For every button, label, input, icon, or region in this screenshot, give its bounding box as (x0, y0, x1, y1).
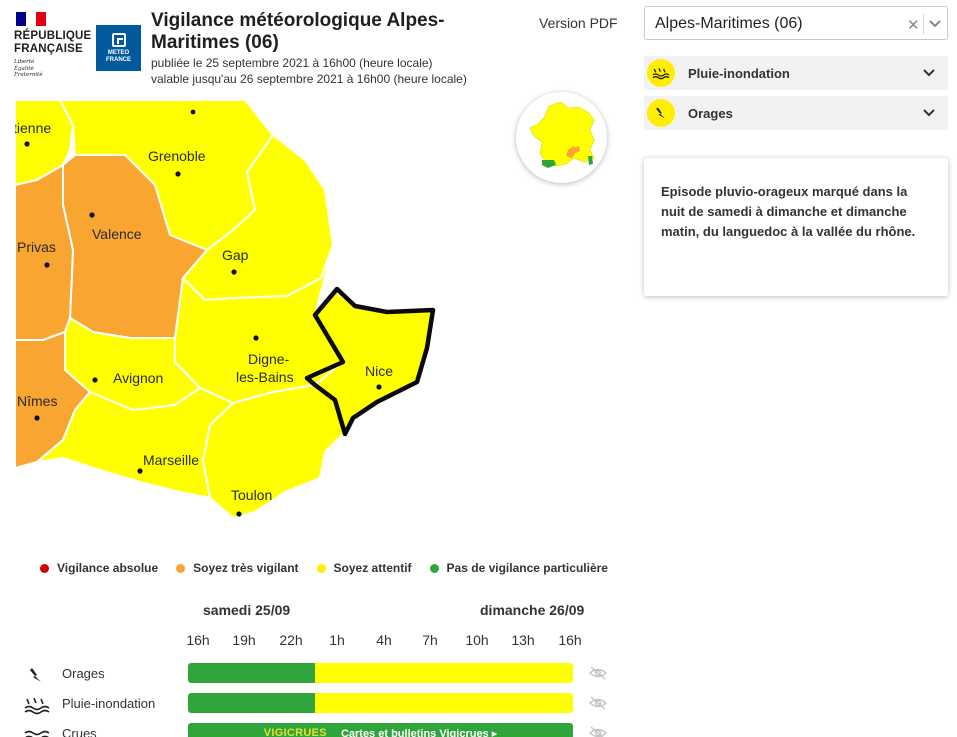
department-select-value: Alpes-Maritimes (06) (655, 15, 803, 32)
timeline-row-orages: Orages (22, 663, 622, 687)
city-label-nice: Nice (365, 363, 393, 379)
city-label-grenoble: Grenoble (148, 148, 206, 164)
department-bouches-du-rhone[interactable] (36, 387, 234, 499)
legend-item-absolue: Vigilance absolue (40, 561, 158, 575)
republique-francaise-logo: RÉPUBLIQUE FRANÇAISE Liberté Égalité Fra… (14, 12, 94, 79)
orange-dot-icon (176, 563, 186, 573)
republic-name: RÉPUBLIQUE FRANÇAISE (14, 30, 92, 55)
hour-tick: 19h (232, 632, 256, 648)
meteo-france-icon (111, 33, 126, 47)
hidden-eye-icon[interactable] (588, 725, 608, 737)
chevron-down-icon (923, 69, 935, 77)
hour-tick: 22h (279, 632, 303, 648)
vigilance-map: tienne Grenoble Valence Privas Gap Digne… (15, 100, 460, 525)
published-date: publiée le 25 septembre 2021 à 16h00 (he… (151, 56, 433, 70)
hour-scale: 16h 19h 22h 1h 4h 7h 10h 13h 16h (0, 632, 620, 652)
vigilance-legend: Vigilance absolue Soyez très vigilant So… (40, 561, 626, 575)
city-dot-valence (89, 212, 95, 218)
bar-segment-yellow (315, 663, 573, 683)
city-label-nimes: Nîmes (17, 393, 57, 409)
risk-label-pluie-inondation: Pluie-inondation (688, 66, 790, 81)
city-dot-nimes (34, 415, 40, 421)
day-label-samedi: samedi 25/09 (203, 602, 291, 618)
weather-info-text: Episode pluvio-orageux marqué dans la nu… (661, 184, 916, 239)
city-dot-nice (376, 384, 382, 390)
city-dot-marseille (137, 468, 143, 474)
timeline-label-crues: Crues (62, 726, 97, 737)
city-dot-saint-etienne (24, 141, 30, 147)
risk-label-orages: Orages (688, 106, 733, 121)
bar-segment-green (188, 693, 316, 713)
department-map-svg: tienne Grenoble Valence Privas Gap Digne… (15, 100, 436, 519)
city-dot-digne (253, 335, 259, 341)
selected-department-outline (304, 286, 436, 437)
lightning-icon (656, 107, 665, 119)
select-separator (923, 14, 924, 34)
city-dot-privas (44, 262, 50, 268)
city-label-toulon: Toulon (231, 487, 272, 503)
city-label-marseille: Marseille (143, 452, 199, 468)
timeline-label-pluie-inondation: Pluie-inondation (62, 696, 156, 711)
city-dot-avignon (92, 377, 98, 383)
bar-segment-yellow (315, 693, 573, 713)
city-label-digne-1: Digne- (248, 351, 290, 367)
green-dot-icon (429, 563, 439, 573)
timeline-label-orages: Orages (62, 666, 105, 681)
risk-row-orages[interactable]: Orages (644, 96, 948, 130)
chevron-down-icon[interactable] (927, 16, 943, 32)
timeline-row-pluie-inondation: Pluie-inondation (22, 693, 622, 717)
vigicrues-link-bar[interactable]: VIGICRUES Cartes et bulletins Vigicrues … (188, 723, 573, 737)
city-dot-toulon (236, 511, 242, 517)
clear-icon[interactable]: ✕ (907, 17, 920, 34)
waves-icon (24, 730, 50, 737)
city-dot-gap (231, 269, 237, 275)
hour-tick: 7h (422, 632, 438, 648)
hour-tick: 13h (511, 632, 535, 648)
hidden-eye-icon[interactable] (588, 665, 608, 681)
lightning-icon (30, 668, 41, 682)
hour-tick: 16h (186, 632, 210, 648)
valid-until-date: valable jusqu'au 26 septembre 2021 à 16h… (151, 72, 467, 86)
department-select[interactable]: Alpes-Maritimes (06) ✕ (644, 6, 948, 40)
hour-tick: 16h (558, 632, 582, 648)
timeline-row-crues: Crues VIGICRUES Cartes et bulletins Vigi… (22, 723, 622, 737)
timeline-bar-orages[interactable] (188, 663, 573, 683)
city-dot-grenoble (175, 171, 181, 177)
hour-tick: 4h (376, 632, 392, 648)
hidden-eye-icon[interactable] (588, 695, 608, 711)
yellow-dot-icon (316, 563, 326, 573)
vigicrues-link-text: Cartes et bulletins Vigicrues ▸ (340, 727, 498, 737)
france-overview-map[interactable] (516, 92, 607, 183)
chevron-down-icon (923, 109, 935, 117)
bar-segment-green (188, 663, 316, 683)
lightning-badge (647, 99, 675, 127)
city-label-valence: Valence (92, 226, 142, 242)
hour-tick: 1h (329, 632, 345, 648)
city-label-privas: Privas (17, 239, 56, 255)
timeline-bar-pluie-inondation[interactable] (188, 693, 573, 713)
republic-motto: Liberté Égalité Fraternité (14, 59, 43, 78)
weather-info-card: Episode pluvio-orageux marqué dans la nu… (644, 158, 948, 296)
city-label-digne-2: les-Bains (236, 369, 294, 385)
legend-item-tres-vigilant: Soyez très vigilant (176, 561, 299, 575)
france-outline-icon (529, 101, 595, 168)
legend-item-attentif: Soyez attentif (316, 561, 412, 575)
vigicrues-logo: VIGICRUES (263, 727, 327, 737)
city-dot-north (190, 109, 196, 115)
legend-item-pas-de-vigilance: Pas de vigilance particulière (429, 561, 608, 575)
risk-row-pluie-inondation[interactable]: Pluie-inondation (644, 56, 948, 90)
french-flag-icon (16, 12, 46, 26)
meteo-france-logo[interactable]: METEO FRANCE (96, 25, 141, 71)
rain-flood-badge (647, 59, 675, 87)
city-label-avignon: Avignon (113, 370, 163, 386)
rain-flood-icon (652, 68, 670, 80)
day-label-dimanche: dimanche 26/09 (480, 602, 585, 618)
rain-flood-icon (24, 697, 50, 715)
city-label-gap: Gap (222, 247, 249, 263)
version-pdf-link[interactable]: Version PDF (539, 15, 618, 31)
red-dot-icon (40, 563, 49, 573)
hour-tick: 10h (465, 632, 489, 648)
page-title: Vigilance météorologique Alpes-Maritimes… (151, 10, 445, 53)
city-label-saint-etienne: tienne (15, 120, 51, 136)
